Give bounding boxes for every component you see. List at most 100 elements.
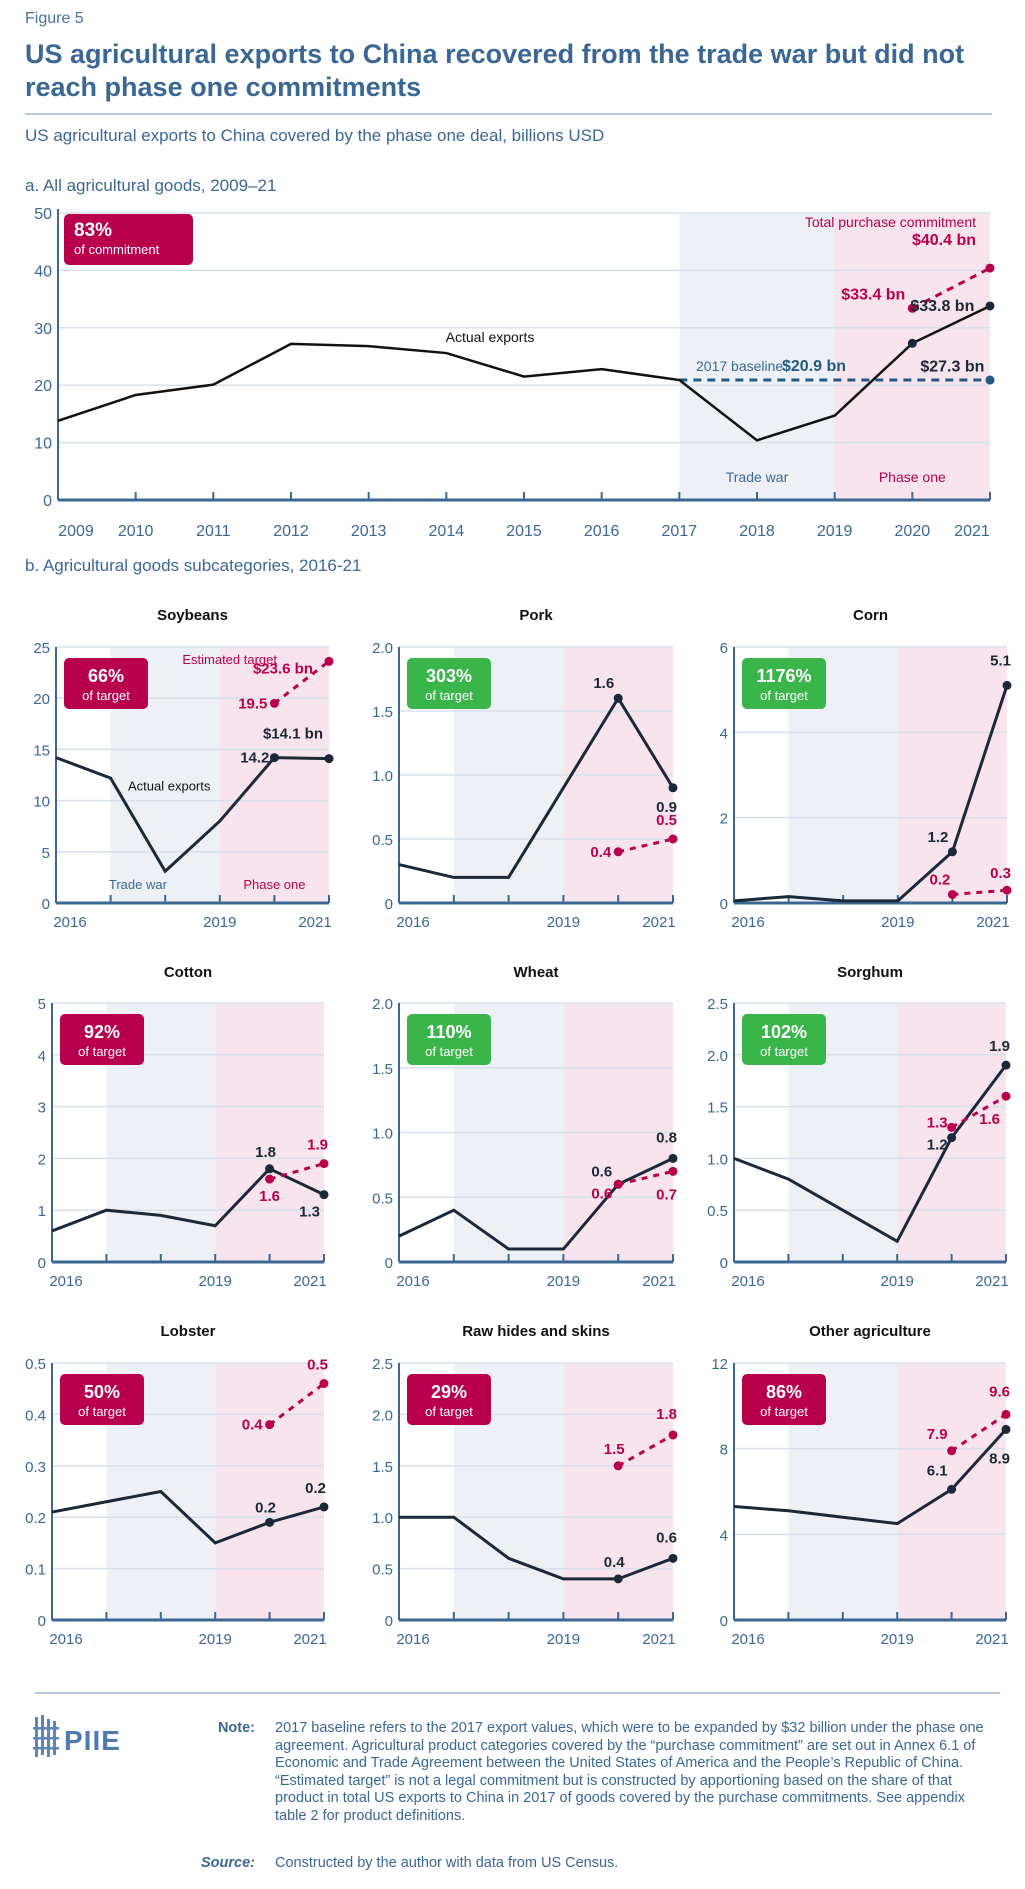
y-tick-label: 10 [34,436,52,453]
y-tick-label: 30 [34,321,52,338]
x-tick-label: 2016 [731,914,764,931]
commitment-label: Total purchase commitment [805,214,976,230]
target-value-label: 0.3 [990,865,1011,882]
actual-value-label: 1.9 [989,1038,1010,1055]
badge-caption: of commitment [74,242,160,257]
y-tick-label: 2 [38,1151,46,1168]
x-tick-label: 2011 [196,523,231,540]
target-point [265,1420,275,1430]
actual-value-label: 0.2 [305,1480,326,1497]
badge-caption: of target [425,1044,473,1059]
target-value-label: 0.4 [242,1417,264,1434]
piie-logo-icon: PIIE [33,1715,120,1757]
actual-point [668,783,678,793]
panel-title: Raw hides and skins [462,1323,610,1340]
x-tick-label: 2021 [293,1273,326,1290]
badge-green [742,1014,826,1065]
panel-title: Soybeans [157,607,228,624]
badge-value: 86% [766,1382,802,1402]
panel-a-title: a. All agricultural goods, 2009–21 [25,176,277,195]
actual-point [668,1553,678,1563]
x-tick-label: 2016 [396,914,429,931]
x-tick-label: 2014 [429,523,465,540]
trade-war-label: Trade war [109,877,168,892]
y-tick-label: 2 [720,811,728,828]
commitment-value: $40.4 bn [912,232,976,249]
commitment-point [907,303,917,313]
actual-exports-line [733,1428,1008,1526]
badge-caption: of target [760,1404,808,1419]
target-value-label: 7.9 [927,1426,948,1443]
badge-caption: of target [425,688,473,703]
target-point [319,1379,329,1389]
actual-exports-line [55,756,330,874]
y-tick-label: 0 [38,1255,46,1272]
actual-value-label: 0.6 [591,1163,612,1180]
actual-exports-label: Actual exports [446,329,535,345]
actual-point [1001,1424,1011,1434]
target-point [1001,1091,1011,1101]
commitment-2020-label: $33.4 bn [841,286,905,303]
x-tick-label: 2016 [396,1273,429,1290]
actual-2020-label: $27.3 bn [920,358,984,375]
badge-value: 50% [84,1382,120,1402]
y-tick-label: 2.0 [372,996,393,1013]
actual-value-label: 14.2 [240,750,269,767]
target-point [1001,1409,1011,1419]
badge-green [742,658,826,709]
trade-war-shade [679,213,835,500]
source-text: Constructed by the author with data from… [275,1855,619,1871]
y-tick-label: 0.2 [25,1510,46,1527]
badge-caption: of target [760,688,808,703]
badge-value: 102% [761,1022,807,1042]
y-tick-label: 0.4 [25,1407,46,1424]
target-point [947,889,957,899]
badge-crimson [60,1374,144,1425]
y-tick-label: 1.5 [372,1061,393,1078]
y-tick-label: 4 [720,725,728,742]
x-tick-label: 2012 [273,523,309,540]
x-tick-label: 2016 [53,914,86,931]
actual-value-label: 0.8 [656,1129,677,1146]
target-value-label: 0.2 [930,871,951,888]
actual-point [319,1190,329,1200]
panel-title: Pork [519,607,553,624]
actual-value-label: 5.1 [990,652,1011,669]
y-tick-label: 2.5 [707,996,728,1013]
y-tick-label: 50 [34,206,52,223]
y-tick-label: 1.0 [707,1151,728,1168]
target-value-label: 0.4 [590,844,612,861]
target-point [613,1179,623,1189]
x-tick-label: 2016 [49,1273,82,1290]
chart-subtitle: US agricultural exports to China covered… [25,126,605,145]
badge-crimson [407,1374,491,1425]
actual-point [613,1574,623,1584]
chart-title: US agricultural exports to China recover… [25,39,965,102]
y-tick-label: 0 [720,1613,728,1630]
x-tick-label: 2021 [293,1631,326,1648]
phase-one-shade [219,647,329,903]
x-tick-label: 2020 [895,523,931,540]
x-tick-label: 2021 [976,914,1009,931]
actual-value-label: 1.2 [928,829,949,846]
actual-point [985,301,995,311]
y-tick-label: 0 [42,896,50,913]
x-tick-label: 2021 [642,1273,675,1290]
panel-title: Other agriculture [809,1323,931,1340]
actual-exports-line [57,304,991,442]
y-tick-label: 1.5 [372,704,393,721]
y-tick-label: 5 [38,996,46,1013]
target-line [952,888,1008,896]
actual-point [319,1502,329,1512]
target-point [319,1159,329,1169]
commitment-point [985,263,995,273]
y-tick-label: 0.3 [25,1459,46,1476]
actual-value-label: 0.4 [604,1554,626,1571]
baseline-point [985,375,995,385]
y-tick-label: 0 [43,493,52,510]
y-tick-label: 1.0 [372,1510,393,1527]
actual-2021-label: $33.8 bn [910,298,974,315]
badge-value: 66% [88,666,124,686]
actual-point [668,1153,678,1163]
x-tick-label: 2021 [298,914,331,931]
